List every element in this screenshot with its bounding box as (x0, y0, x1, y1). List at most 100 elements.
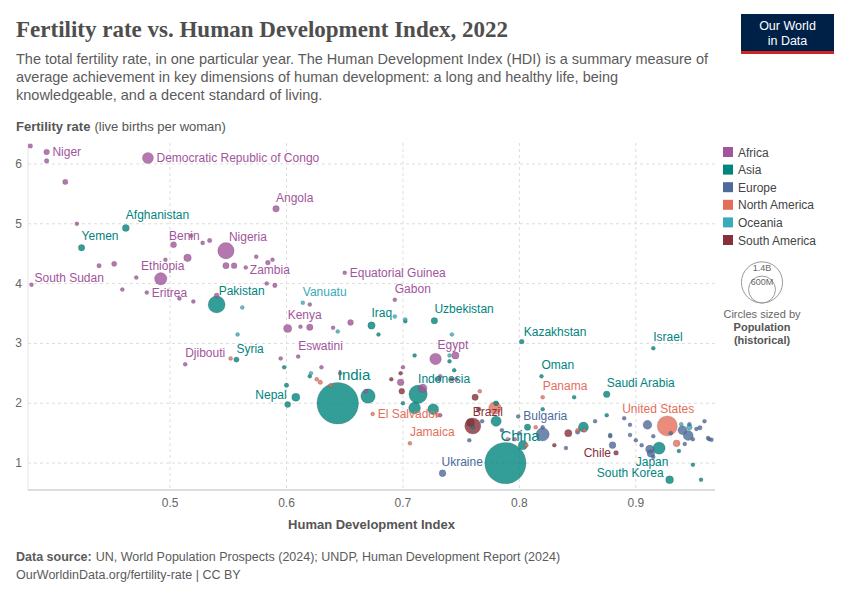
y-grid-line (28, 223, 715, 224)
point (519, 339, 524, 344)
y-axis-line (28, 143, 29, 490)
point-label: Democratic Republic of Congo (156, 151, 319, 165)
logo: Our Worldin Data (741, 14, 834, 54)
point (399, 371, 403, 375)
point (677, 449, 681, 453)
point-label: Ethiopia (141, 259, 185, 273)
point (319, 365, 323, 369)
point (315, 377, 319, 381)
footer: OurWorldinData.org/fertility-rate | CC B… (16, 568, 241, 582)
point (552, 443, 556, 447)
size-legend-circle (749, 276, 776, 303)
point-label: Panama (543, 379, 588, 393)
x-grid-line (170, 143, 171, 490)
x-tick-label: 0.6 (278, 496, 295, 510)
size-legend-title: Circles sized by (723, 308, 801, 320)
legend: AfricaAsiaEuropeNorth AmericaOceaniaSout… (723, 146, 816, 248)
point (408, 441, 412, 445)
legend-label: South America (738, 234, 816, 248)
point (142, 152, 153, 163)
point (29, 283, 33, 287)
point (614, 450, 619, 455)
source-text: UN, World Population Prospects (2024); U… (96, 550, 560, 564)
point (244, 265, 248, 269)
point (371, 412, 375, 416)
point (223, 262, 229, 268)
point (467, 438, 471, 442)
point (540, 374, 544, 378)
point-label: Benin (169, 229, 200, 243)
point-label: Vanuatu (303, 285, 347, 299)
point-label: Nepal (255, 388, 286, 402)
logo-bar (741, 51, 834, 54)
point (452, 352, 459, 359)
point (541, 395, 545, 399)
point (112, 261, 117, 266)
source: Data source: UN, World Population Prospec… (16, 550, 560, 564)
size-legend-note: (historical) (734, 334, 791, 346)
point (229, 356, 233, 360)
point-label: Bulgaria (523, 409, 567, 423)
point (673, 440, 680, 447)
x-tick-label: 0.5 (162, 496, 179, 510)
point-label: Israel (653, 330, 682, 344)
point (63, 179, 68, 184)
y-axis-label: Fertility rate(live births per woman) (16, 119, 226, 134)
marks (28, 144, 714, 484)
point (120, 288, 124, 292)
point (707, 437, 711, 441)
point (307, 324, 313, 330)
point (699, 478, 703, 482)
point (401, 365, 405, 369)
point (207, 238, 212, 243)
point (271, 258, 275, 262)
point (622, 416, 626, 420)
point-label: Djibouti (185, 346, 225, 360)
legend-label: Africa (738, 146, 769, 160)
point-label: Kenya (288, 308, 322, 322)
subtitle-group: The total fertility rate, in one particu… (16, 51, 709, 103)
point (348, 320, 354, 326)
point (329, 383, 333, 387)
legend-swatch (723, 165, 733, 175)
point (75, 222, 79, 226)
legend-swatch (723, 147, 733, 157)
x-tick-label: 0.8 (511, 496, 528, 510)
point (450, 332, 454, 336)
point (361, 389, 375, 403)
point-label: Angola (276, 191, 314, 205)
point (28, 144, 33, 149)
point (284, 383, 289, 388)
point (231, 263, 237, 269)
point (401, 401, 405, 405)
point-label: Jamaica (410, 425, 455, 439)
point-label: Oman (542, 358, 575, 372)
source-label: Data source: (16, 550, 92, 564)
point (439, 470, 446, 477)
y-tick-label: 6 (15, 157, 22, 171)
grid (28, 143, 715, 490)
point (393, 315, 397, 319)
point-label: Egypt (438, 338, 469, 352)
y-tick-label: 2 (15, 396, 22, 410)
point-label: Syria (236, 342, 264, 356)
point-label: Chile (584, 446, 612, 460)
point (376, 332, 380, 336)
point (318, 380, 323, 385)
legend-swatch (723, 182, 733, 192)
point (234, 357, 239, 362)
point (336, 329, 340, 333)
point (134, 276, 138, 280)
point (279, 356, 283, 360)
point (397, 379, 404, 386)
point (465, 418, 481, 434)
point (643, 420, 652, 429)
point (309, 371, 313, 375)
point (628, 433, 632, 437)
point-label: United States (622, 402, 694, 416)
subtitle-line: average achievement in key dimensions of… (16, 69, 618, 85)
point-label: India (338, 366, 371, 383)
y-label-main: Fertility rate (16, 119, 90, 134)
point (284, 324, 292, 332)
point (97, 263, 102, 268)
